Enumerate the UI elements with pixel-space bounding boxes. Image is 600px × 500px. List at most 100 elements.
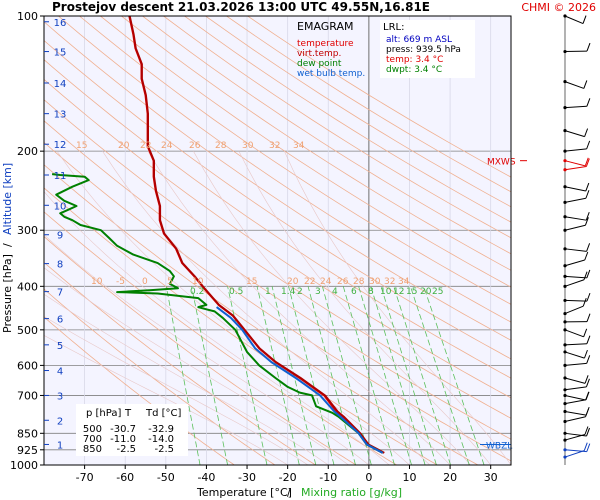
wind-barb-shaft: [564, 399, 587, 405]
wind-barb-flag: [584, 128, 589, 137]
adiabat-label: 5: [167, 277, 173, 287]
adiabat-label: 34: [398, 277, 410, 287]
wind-barb: [563, 212, 590, 221]
moist-adiabat: [44, 335, 288, 465]
altitude-tick-label: 1: [57, 440, 63, 451]
wind-barb-dot: [563, 343, 567, 347]
wind-barb-dot: [563, 168, 567, 172]
x-tick-label: 30: [484, 471, 498, 484]
wind-barb-shaft: [564, 160, 586, 167]
mixing-ratio-group: [165, 286, 485, 465]
x-axis-separator: /: [287, 486, 291, 499]
legend-item-dew-point: dew point: [297, 59, 342, 69]
wind-barb-flag: [586, 313, 591, 322]
dry-adiabat: [58, 16, 511, 323]
wind-barb: [563, 375, 589, 384]
altitude-tick-label: 13: [54, 110, 67, 121]
y-axis-title: Pressure [hPa] / Altitude [km]: [1, 163, 14, 333]
wind-barb: [563, 158, 590, 172]
y-tick-label: 700: [17, 389, 38, 402]
wind-barb: [563, 80, 588, 89]
plot-area: [44, 16, 511, 465]
mixing-ratio-line: [227, 286, 268, 465]
wind-barb-flag: [585, 212, 590, 221]
x-axis-title: Temperature [°C] / Mixing ratio [g/kg]: [196, 486, 402, 499]
lrl-altitude: alt: 669 m ASL: [386, 35, 452, 45]
wind-barb-flag: [586, 243, 591, 252]
wind-barb-dot: [563, 393, 567, 398]
adiabat-label: 10: [91, 277, 103, 287]
wind-barb-shaft: [564, 216, 587, 221]
wind-barb: [563, 298, 587, 316]
y-axis-separator: /: [1, 243, 14, 247]
wind-barb-shaft: [564, 224, 586, 231]
wind-barb: [563, 217, 589, 232]
wind-barb-flag: [584, 375, 589, 384]
mixing-ratio-label: 0.5: [229, 287, 243, 297]
wbzl-label: WBZL: [486, 441, 512, 451]
dry-adiabat: [44, 261, 316, 465]
wind-barb: [563, 243, 591, 252]
wind-barb-dot: [563, 388, 567, 392]
series-dew-point-line: [51, 173, 384, 454]
dry-adiabat: [44, 78, 511, 399]
mixing-ratio-label: 1.4: [281, 287, 296, 297]
wind-barb-dot: [563, 185, 567, 189]
moist-adiabat: [44, 267, 349, 465]
mixing-ratio-line: [288, 286, 335, 465]
wind-barb: [563, 335, 591, 347]
summary-table: p [hPa] T Td [°C] 500 -30.7 -32.9 700 -1…: [76, 404, 188, 456]
x-tick-label: -10: [319, 471, 337, 484]
x-tick-label: 10: [402, 471, 416, 484]
mixing-ratio-label: 1: [265, 287, 271, 297]
wind-barb-shaft: [564, 377, 586, 384]
moist-adiabat: [193, 151, 471, 465]
mixing-ratio-line: [307, 286, 356, 465]
y-tick-label: 300: [17, 224, 38, 237]
wind-barb-shaft: [564, 186, 586, 192]
wind-barb: [563, 14, 587, 25]
y-tick-label: 1000: [10, 459, 38, 472]
wind-barb-dot: [563, 80, 567, 84]
wind-barb-dot: [563, 311, 567, 316]
adiabat-label: 20: [118, 141, 130, 151]
table-cell: -11.0: [110, 434, 136, 445]
wind-barb: [563, 427, 590, 437]
altitude-tick-label: 8: [57, 260, 63, 271]
wind-barb-shaft: [564, 343, 587, 346]
dry-adiabat: [100, 16, 511, 288]
dry-adiabat: [184, 16, 511, 223]
wind-barb-shaft: [564, 351, 585, 359]
wind-barb-flag: [585, 158, 590, 167]
dry-adiabat: [121, 16, 511, 271]
plot-frame: [43, 15, 512, 466]
wind-barb-shaft: [564, 15, 584, 25]
moist-adiabat: [44, 191, 390, 465]
adiabat-group: [44, 16, 511, 465]
lrl-background: [380, 20, 475, 78]
adiabat-label: 28: [215, 141, 227, 151]
wind-barb-shaft: [564, 329, 584, 338]
wind-barb-dot: [563, 438, 567, 442]
mxws-label: MXWS: [487, 158, 516, 168]
wind-barb-dot: [563, 409, 567, 414]
dry-adiabat: [44, 236, 357, 465]
wind-barb-shaft: [564, 434, 586, 441]
lrl-heading: LRL:: [383, 22, 404, 33]
wind-barb-dot: [563, 274, 567, 278]
wind-barbs: [563, 14, 591, 465]
dry-adiabat: [44, 187, 438, 465]
adiabat-label: 20: [287, 277, 299, 287]
wind-barb-flag: [585, 391, 590, 400]
y-tick-label: 500: [17, 324, 38, 337]
dry-adiabat: [44, 141, 511, 462]
wind-barb-shaft: [564, 362, 587, 366]
wind-barb-flag: [584, 426, 589, 435]
mixing-ratio-line: [321, 286, 372, 465]
mixing-ratio-line: [358, 286, 412, 465]
adiabat-label: 34: [293, 141, 305, 151]
wind-barb-dot: [563, 14, 567, 18]
wind-barb-flag: [582, 298, 587, 307]
wind-barb: [563, 157, 589, 167]
